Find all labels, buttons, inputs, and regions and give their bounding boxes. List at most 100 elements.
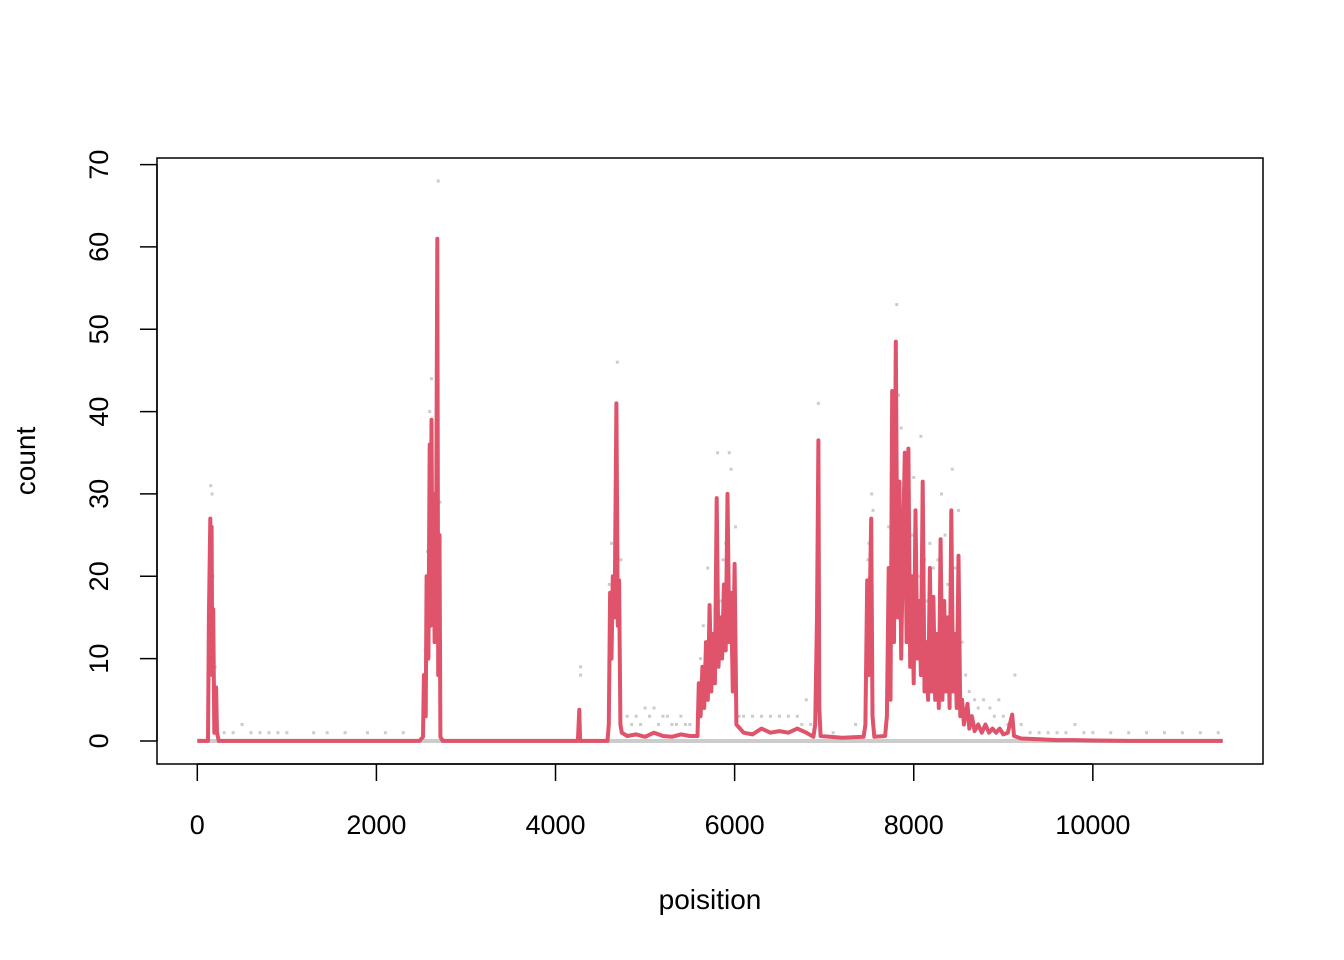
count-point (1091, 731, 1095, 735)
count-point (751, 714, 755, 718)
count-point (1216, 731, 1220, 735)
count-point (240, 722, 244, 726)
count-point (643, 706, 647, 710)
count-point (657, 722, 661, 726)
count-point (231, 731, 235, 735)
count-point (976, 706, 980, 710)
count-point (652, 706, 656, 710)
count-point (683, 722, 687, 726)
count-point (737, 714, 741, 718)
count-point (866, 558, 870, 562)
smoothed-line (197, 236, 1223, 743)
y-tick-label: 30 (84, 479, 114, 509)
count-point (661, 714, 665, 718)
count-point (1180, 731, 1184, 735)
count-point (925, 599, 929, 603)
count-point (276, 731, 280, 735)
count-point (997, 698, 1001, 702)
y-tick-label: 60 (84, 232, 114, 262)
count-point (325, 731, 329, 735)
count-point (670, 722, 674, 726)
count-point (931, 566, 935, 570)
x-axis: 0 2000 4000 6000 8000 10000 (190, 763, 1130, 840)
y-tick-label: 40 (84, 397, 114, 427)
count-point (727, 451, 731, 455)
count-point (701, 624, 705, 628)
count-point (312, 731, 316, 735)
count-point (946, 583, 950, 587)
count-point (365, 731, 369, 735)
count-point (1055, 731, 1059, 735)
x-tick-label: 2000 (346, 810, 406, 840)
count-point (210, 492, 214, 496)
count-point (609, 541, 613, 545)
count-point (209, 484, 213, 488)
count-point (1082, 731, 1086, 735)
count-point (777, 714, 781, 718)
y-tick-label: 50 (84, 314, 114, 344)
count-point (795, 714, 799, 718)
count-point (343, 731, 347, 735)
count-point (897, 393, 901, 397)
count-point (619, 558, 623, 562)
count-point (258, 731, 262, 735)
x-tick-label: 8000 (884, 810, 944, 840)
count-point (895, 303, 899, 307)
x-tick-label: 4000 (525, 810, 585, 840)
x-tick-label: 10000 (1055, 810, 1130, 840)
count-point (615, 360, 619, 364)
count-point (436, 179, 440, 183)
count-point (800, 722, 804, 726)
count-point (943, 533, 947, 537)
count-point (428, 410, 432, 414)
count-point (383, 731, 387, 735)
count-point (988, 706, 992, 710)
count-point (870, 492, 874, 496)
count-point (438, 500, 442, 504)
count-point (718, 599, 722, 603)
count-point (285, 731, 289, 735)
count-point (648, 714, 652, 718)
count-point (734, 525, 738, 529)
count-point (919, 434, 923, 438)
count-point (688, 722, 692, 726)
count-point (950, 467, 954, 471)
count-point (579, 665, 583, 669)
count-point (1037, 731, 1041, 735)
count-point (953, 566, 957, 570)
x-tick-label: 6000 (705, 810, 765, 840)
count-point (804, 698, 808, 702)
count-point (887, 525, 891, 529)
count-point (579, 673, 583, 677)
count-point (729, 467, 733, 471)
count-point (1064, 731, 1068, 735)
count-point (809, 722, 813, 726)
count-point (759, 714, 763, 718)
count-point (607, 583, 611, 587)
count-point (786, 714, 790, 718)
count-point (928, 541, 932, 545)
y-tick-label: 10 (84, 644, 114, 674)
count-point (910, 533, 914, 537)
count-point (854, 722, 858, 726)
count-point (625, 714, 629, 718)
count-point (630, 722, 634, 726)
count-point (936, 558, 940, 562)
count-point (665, 714, 669, 718)
count-point (992, 714, 996, 718)
count-point (1001, 714, 1005, 718)
count-point (249, 731, 253, 735)
y-axis: 0 10 20 30 40 50 60 70 (84, 150, 158, 748)
count-point (267, 731, 271, 735)
count-point (973, 698, 977, 702)
count-point (831, 731, 835, 735)
count-point (429, 377, 433, 381)
count-point (222, 731, 226, 735)
y-tick-label: 20 (84, 561, 114, 591)
count-point (1046, 731, 1050, 735)
count-point (964, 673, 968, 677)
count-point (1019, 722, 1023, 726)
count-point (816, 401, 820, 405)
count-point (768, 714, 772, 718)
